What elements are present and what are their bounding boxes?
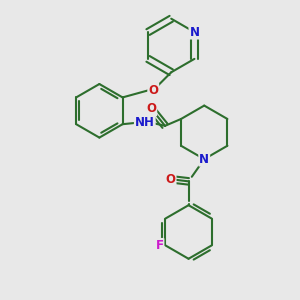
Text: O: O (146, 102, 156, 115)
Text: O: O (148, 84, 158, 97)
Text: O: O (166, 173, 176, 186)
Text: N: N (189, 26, 200, 39)
Text: N: N (199, 153, 209, 166)
Text: NH: NH (135, 116, 155, 129)
Text: F: F (155, 239, 164, 252)
